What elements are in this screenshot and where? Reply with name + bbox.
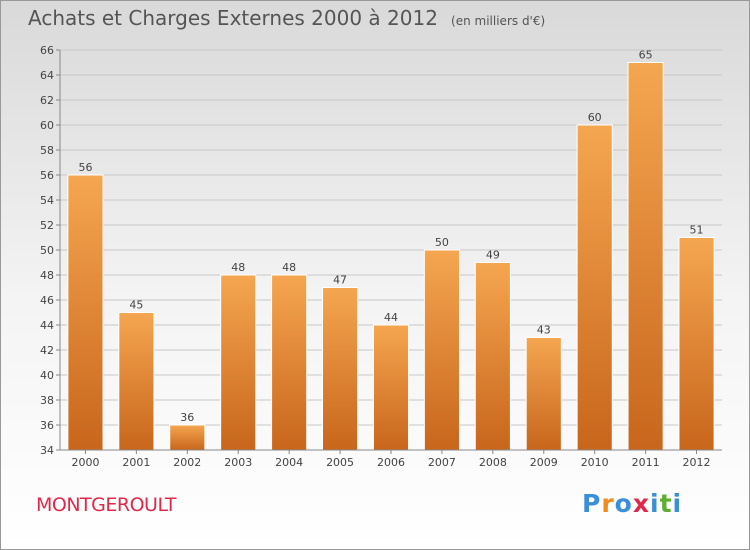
value-label: 60 — [588, 111, 602, 124]
y-tick-label: 36 — [40, 419, 54, 432]
y-tick-label: 62 — [40, 94, 54, 107]
value-label: 56 — [78, 161, 92, 174]
logo-letter: P — [582, 489, 602, 518]
bar-2008 — [474, 262, 511, 451]
value-label: 43 — [537, 324, 551, 337]
chart-title-block: Achats et Charges Externes 2000 à 2012 (… — [28, 6, 545, 30]
bars: 56 45 36 48 48 47 44 50 49 43 60 65 51 — [67, 49, 715, 451]
value-label: 50 — [435, 236, 449, 249]
x-tick-label: 2006 — [377, 456, 405, 469]
y-tick-label: 64 — [40, 69, 54, 82]
value-label: 45 — [129, 299, 143, 312]
logo-letter: r — [601, 489, 615, 518]
bar-2005 — [322, 287, 359, 451]
x-tick-label: 2000 — [71, 456, 99, 469]
y-tick-label: 50 — [40, 244, 54, 257]
x-tick-label: 2011 — [632, 456, 660, 469]
y-tick-label: 58 — [40, 144, 54, 157]
bar-2003 — [220, 274, 257, 451]
axes: 34 36 38 40 42 44 46 48 50 52 54 56 58 60 62 64 66 2000 20… — [40, 44, 722, 469]
x-tick-label: 2001 — [122, 456, 150, 469]
bar-2004 — [271, 274, 308, 451]
value-label: 36 — [180, 411, 194, 424]
proxiti-logo: Proxiti — [582, 489, 682, 518]
x-tick-label: 2009 — [530, 456, 558, 469]
x-tick-label: 2002 — [173, 456, 201, 469]
y-tick-label: 42 — [40, 344, 54, 357]
bar-2007 — [423, 249, 460, 451]
value-label: 48 — [282, 261, 296, 274]
y-tick-label: 66 — [40, 44, 54, 57]
chart-title: Achats et Charges Externes 2000 à 2012 — [28, 6, 438, 30]
bar-2010 — [576, 124, 613, 451]
value-label: 65 — [639, 49, 653, 62]
value-label: 44 — [384, 311, 398, 324]
y-tick-label: 52 — [40, 219, 54, 232]
x-tick-label: 2004 — [275, 456, 303, 469]
bar-2009 — [525, 337, 562, 451]
x-tick-label: 2008 — [479, 456, 507, 469]
value-label: 47 — [333, 274, 347, 287]
logo-letter: t — [659, 489, 673, 518]
y-tick-label: 46 — [40, 294, 54, 307]
chart-subtitle: (en milliers d'€) — [451, 14, 546, 28]
value-label: 48 — [231, 261, 245, 274]
x-tick-label: 2005 — [326, 456, 354, 469]
x-tick-label: 2003 — [224, 456, 252, 469]
y-tick-label: 48 — [40, 269, 54, 282]
commune-name: MONTGEROULT — [36, 494, 177, 516]
bar-2006 — [372, 324, 410, 451]
bar-2011 — [627, 62, 664, 451]
x-tick-label: 2012 — [683, 456, 711, 469]
bar-2000 — [67, 174, 104, 451]
y-tick-label: 34 — [40, 444, 54, 457]
logo-letter: i — [672, 489, 683, 518]
value-label: 49 — [486, 249, 500, 262]
x-tick-label: 2010 — [581, 456, 609, 469]
logo-letter: x — [632, 489, 650, 518]
logo-letter: o — [614, 489, 633, 518]
bar-2001 — [118, 312, 155, 451]
y-tick-label: 44 — [40, 319, 54, 332]
y-tick-label: 40 — [40, 369, 54, 382]
bar-2002 — [169, 424, 206, 451]
x-tick-label: 2007 — [428, 456, 456, 469]
logo-letter: i — [650, 489, 660, 518]
value-label: 51 — [690, 224, 704, 237]
y-tick-label: 54 — [40, 194, 54, 207]
y-tick-label: 60 — [40, 119, 54, 132]
y-tick-label: 56 — [40, 169, 54, 182]
bar-2012 — [678, 237, 715, 451]
y-tick-label: 38 — [40, 394, 54, 407]
